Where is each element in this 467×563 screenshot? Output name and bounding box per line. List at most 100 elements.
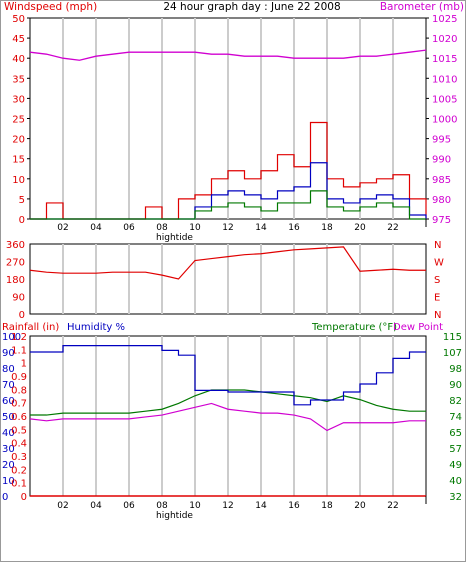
windspeed-axis-title: Windspeed (mph) [4, 1, 97, 13]
temperature-tick-label: 74 [449, 412, 462, 423]
barometer-tick-label: 985 [432, 175, 451, 186]
humidity-tick-label: 50 [2, 412, 15, 423]
windspeed-tick-label: 0 [19, 215, 25, 226]
rainfall-tick-label: 0.1 [11, 479, 27, 490]
temperature-tick-label: 40 [449, 476, 462, 487]
compass-tick-label: N [434, 240, 441, 251]
dewpoint-series-line [29, 402, 426, 432]
barometer-tick-label: 1000 [432, 115, 457, 126]
windspeed-tick-label: 15 [12, 155, 25, 166]
temperature-tick-label: 82 [449, 396, 462, 407]
compass-tick-label: N [434, 310, 441, 321]
rainfall-tick-label: 0.9 [11, 372, 27, 383]
compass-tick-label: W [434, 258, 444, 269]
rainfall-tick-label: 0.6 [11, 412, 27, 423]
humidity-tick-label: 70 [2, 380, 15, 391]
barometer-tick-label: 1010 [432, 74, 457, 85]
humidity-tick-label: 80 [2, 364, 15, 375]
x-tick-label: 16 [288, 223, 300, 233]
rainfall-tick-label: 0.2 [11, 465, 27, 476]
windspeed-tick-label: 10 [12, 175, 25, 186]
temperature-tick-label: 107 [443, 348, 462, 359]
rainfall-tick-label: 0.3 [11, 452, 27, 463]
temperature-tick-label: 32 [449, 492, 462, 503]
barometer-tick-label: 1020 [432, 34, 457, 45]
x-tick-label: 06 [123, 501, 135, 511]
humidity-tick-label: 100 [2, 332, 21, 343]
rainfall-tick-label: 1 [21, 359, 27, 370]
x-tick-label: 22 [387, 501, 398, 511]
x-tick-label: 12 [222, 223, 233, 233]
hightide-label: hightide [156, 233, 193, 243]
temperature-tick-label: 49 [449, 460, 462, 471]
humidity-tick-label: 90 [2, 348, 15, 359]
x-tick-label: 18 [321, 223, 333, 233]
x-tick-label: 18 [321, 501, 333, 511]
humidity-axis-title: Humidity % [67, 322, 125, 333]
temperature-tick-label: 90 [449, 380, 462, 391]
x-tick-label: 06 [123, 223, 135, 233]
rainfall-tick-label: 1.1 [11, 345, 27, 356]
windspeed-tick-label: 20 [12, 135, 25, 146]
temperature-tick-label: 98 [449, 364, 462, 375]
barometer-tick-label: 1025 [432, 14, 457, 25]
x-tick-label: 02 [57, 501, 68, 511]
compass-tick-label: S [434, 275, 440, 286]
x-tick-label: 08 [156, 223, 168, 233]
windspeed-tick-label: 45 [12, 34, 25, 45]
rainfall-tick-label: 1.2 [11, 332, 27, 343]
humidity-tick-label: 30 [2, 444, 15, 455]
dewpoint-axis-title: Dew Point [393, 322, 443, 333]
x-tick-label: 12 [222, 501, 233, 511]
x-tick-label: 04 [90, 223, 102, 233]
x-tick-label: 14 [255, 223, 267, 233]
rainfall-tick-label: 0.4 [11, 439, 27, 450]
barometer-series-line [29, 49, 427, 61]
x-tick-label: 08 [156, 501, 168, 511]
barometer-axis-title: Barometer (mb) [380, 1, 464, 13]
direction-series-line [29, 246, 426, 280]
windspeed-tick-label: 30 [12, 94, 25, 105]
average-series-line [30, 190, 426, 220]
temperature-tick-label: 57 [449, 444, 462, 455]
windspeed-tick-label: 40 [12, 54, 25, 65]
compass-tick-label: E [434, 293, 440, 304]
x-tick-label: 04 [90, 501, 102, 511]
x-tick-label: 02 [57, 223, 68, 233]
humidity-tick-label: 20 [2, 460, 15, 471]
barometer-tick-label: 1015 [432, 54, 457, 65]
x-tick-label: 20 [354, 501, 366, 511]
temperature-axis-title: Temperature (°F) [311, 322, 397, 333]
barometer-tick-label: 1005 [432, 94, 457, 105]
direction-tick-label: 360 [6, 240, 25, 251]
windspeed-tick-label: 25 [12, 115, 25, 126]
x-tick-label: 14 [255, 501, 267, 511]
humidity-tick-label: 10 [2, 476, 15, 487]
humidity-tick-label: 0 [2, 492, 8, 503]
rainfall-tick-label: 0.8 [11, 385, 27, 396]
direction-tick-label: 0 [19, 310, 25, 321]
humidity-tick-label: 60 [2, 396, 15, 407]
x-tick-label: 20 [354, 223, 366, 233]
barometer-tick-label: 980 [432, 195, 451, 206]
windspeed-tick-label: 50 [12, 14, 25, 25]
temperature-tick-label: 115 [443, 332, 462, 343]
barometer-tick-label: 990 [432, 155, 451, 166]
x-tick-label: 16 [288, 501, 300, 511]
windspeed-tick-label: 35 [12, 74, 25, 85]
humidity-series-line [30, 345, 426, 406]
x-tick-label: 22 [387, 223, 398, 233]
rainfall-tick-label: 0.7 [11, 399, 27, 410]
windspeed-tick-label: 5 [19, 195, 25, 206]
direction-tick-label: 90 [12, 293, 25, 304]
temperature-tick-label: 65 [449, 428, 462, 439]
direction-tick-label: 270 [6, 258, 25, 269]
barometer-tick-label: 975 [432, 215, 451, 226]
barometer-tick-label: 995 [432, 135, 451, 146]
x-tick-label: 10 [189, 501, 201, 511]
hightide-label: hightide [156, 511, 193, 521]
humidity-tick-label: 40 [2, 428, 15, 439]
